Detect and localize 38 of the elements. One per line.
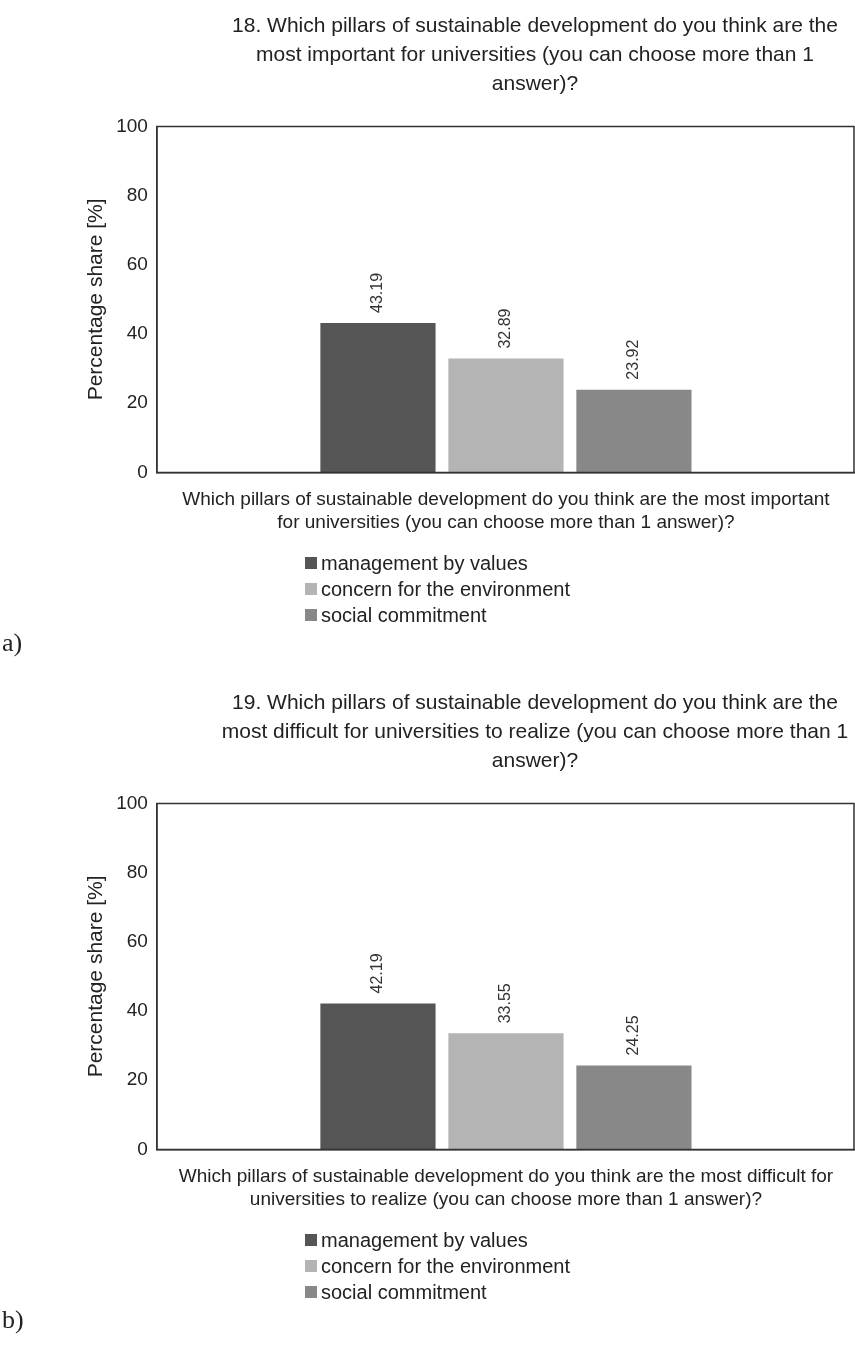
bar xyxy=(320,322,436,473)
chart-title: 18. Which pillars of sustainable development do you think are the most important for universities (you can choose more than 1 answer)? xyxy=(231,12,839,96)
data-label: 42.19 xyxy=(368,953,386,994)
text: a) xyxy=(2,628,23,658)
bar xyxy=(448,1033,564,1150)
legend-label: management by values xyxy=(321,551,528,576)
data-label: 43.19 xyxy=(368,272,386,313)
y-tick-label: 0 xyxy=(137,460,148,482)
legend-label: management by values xyxy=(321,1228,528,1253)
y-tick-label: 100 xyxy=(116,114,148,136)
y-axis-title: Percentage share [%] xyxy=(83,875,107,1078)
bar xyxy=(576,1065,692,1150)
legend-label: concern for the environment xyxy=(321,1254,571,1279)
y-tick-label: 40 xyxy=(126,322,148,344)
y-tick-label: 60 xyxy=(126,253,148,275)
data-label: 32.89 xyxy=(496,308,514,349)
x-tick-label: Which pillars of sustainable development do you think are the most important for universities (you can choose more than 1 answer)? xyxy=(182,488,831,532)
bar xyxy=(576,389,692,473)
y-tick-label: 0 xyxy=(137,1137,148,1159)
data-label: 24.25 xyxy=(624,1015,642,1056)
data-label: 23.92 xyxy=(624,339,642,380)
y-axis-title: Percentage share [%] xyxy=(83,198,107,401)
y-tick-label: 40 xyxy=(126,999,148,1021)
x-tick-label: Which pillars of sustainable development do you think are the most difficult for universities to realize (you can choose more than 1 answer)? xyxy=(178,1165,834,1209)
bar xyxy=(448,358,564,473)
legend-label: social commitment xyxy=(321,603,487,628)
legend-label: social commitment xyxy=(321,1280,487,1305)
chart-title: 19. Which pillars of sustainable development do you think are the most difficult for universities to realize (you can choose more than 1 answer)? xyxy=(220,689,850,773)
text: b) xyxy=(2,1305,24,1335)
y-tick-label: 80 xyxy=(126,183,148,205)
y-tick-label: 20 xyxy=(126,1068,148,1090)
legend-label: concern for the environment xyxy=(321,577,571,602)
y-tick-label: 100 xyxy=(116,791,148,813)
data-label: 33.55 xyxy=(496,983,514,1024)
y-tick-label: 80 xyxy=(126,860,148,882)
y-tick-label: 20 xyxy=(126,391,148,413)
bar xyxy=(320,1003,436,1150)
y-tick-label: 60 xyxy=(126,930,148,952)
